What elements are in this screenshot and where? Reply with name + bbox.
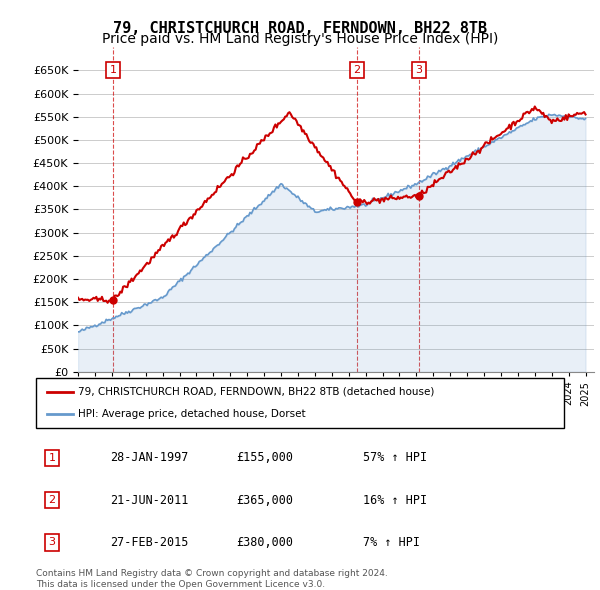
FancyBboxPatch shape xyxy=(36,378,564,428)
Text: Contains HM Land Registry data © Crown copyright and database right 2024.
This d: Contains HM Land Registry data © Crown c… xyxy=(36,569,388,589)
Text: Price paid vs. HM Land Registry's House Price Index (HPI): Price paid vs. HM Land Registry's House … xyxy=(102,32,498,47)
Text: 3: 3 xyxy=(49,537,55,547)
Text: £155,000: £155,000 xyxy=(236,451,293,464)
Text: 16% ↑ HPI: 16% ↑ HPI xyxy=(364,494,427,507)
Text: 28-JAN-1997: 28-JAN-1997 xyxy=(110,451,188,464)
Text: 2: 2 xyxy=(353,65,360,75)
Text: 7% ↑ HPI: 7% ↑ HPI xyxy=(364,536,421,549)
Text: 79, CHRISTCHURCH ROAD, FERNDOWN, BH22 8TB (detached house): 79, CHRISTCHURCH ROAD, FERNDOWN, BH22 8T… xyxy=(78,386,434,396)
Text: 27-FEB-2015: 27-FEB-2015 xyxy=(110,536,188,549)
Text: 2: 2 xyxy=(48,495,55,505)
Text: 79, CHRISTCHURCH ROAD, FERNDOWN, BH22 8TB: 79, CHRISTCHURCH ROAD, FERNDOWN, BH22 8T… xyxy=(113,21,487,35)
Text: 21-JUN-2011: 21-JUN-2011 xyxy=(110,494,188,507)
Text: £365,000: £365,000 xyxy=(236,494,293,507)
Text: 1: 1 xyxy=(110,65,116,75)
Text: 3: 3 xyxy=(415,65,422,75)
Text: 57% ↑ HPI: 57% ↑ HPI xyxy=(364,451,427,464)
Text: £380,000: £380,000 xyxy=(236,536,293,549)
Text: 1: 1 xyxy=(49,453,55,463)
Text: HPI: Average price, detached house, Dorset: HPI: Average price, detached house, Dors… xyxy=(78,409,306,419)
